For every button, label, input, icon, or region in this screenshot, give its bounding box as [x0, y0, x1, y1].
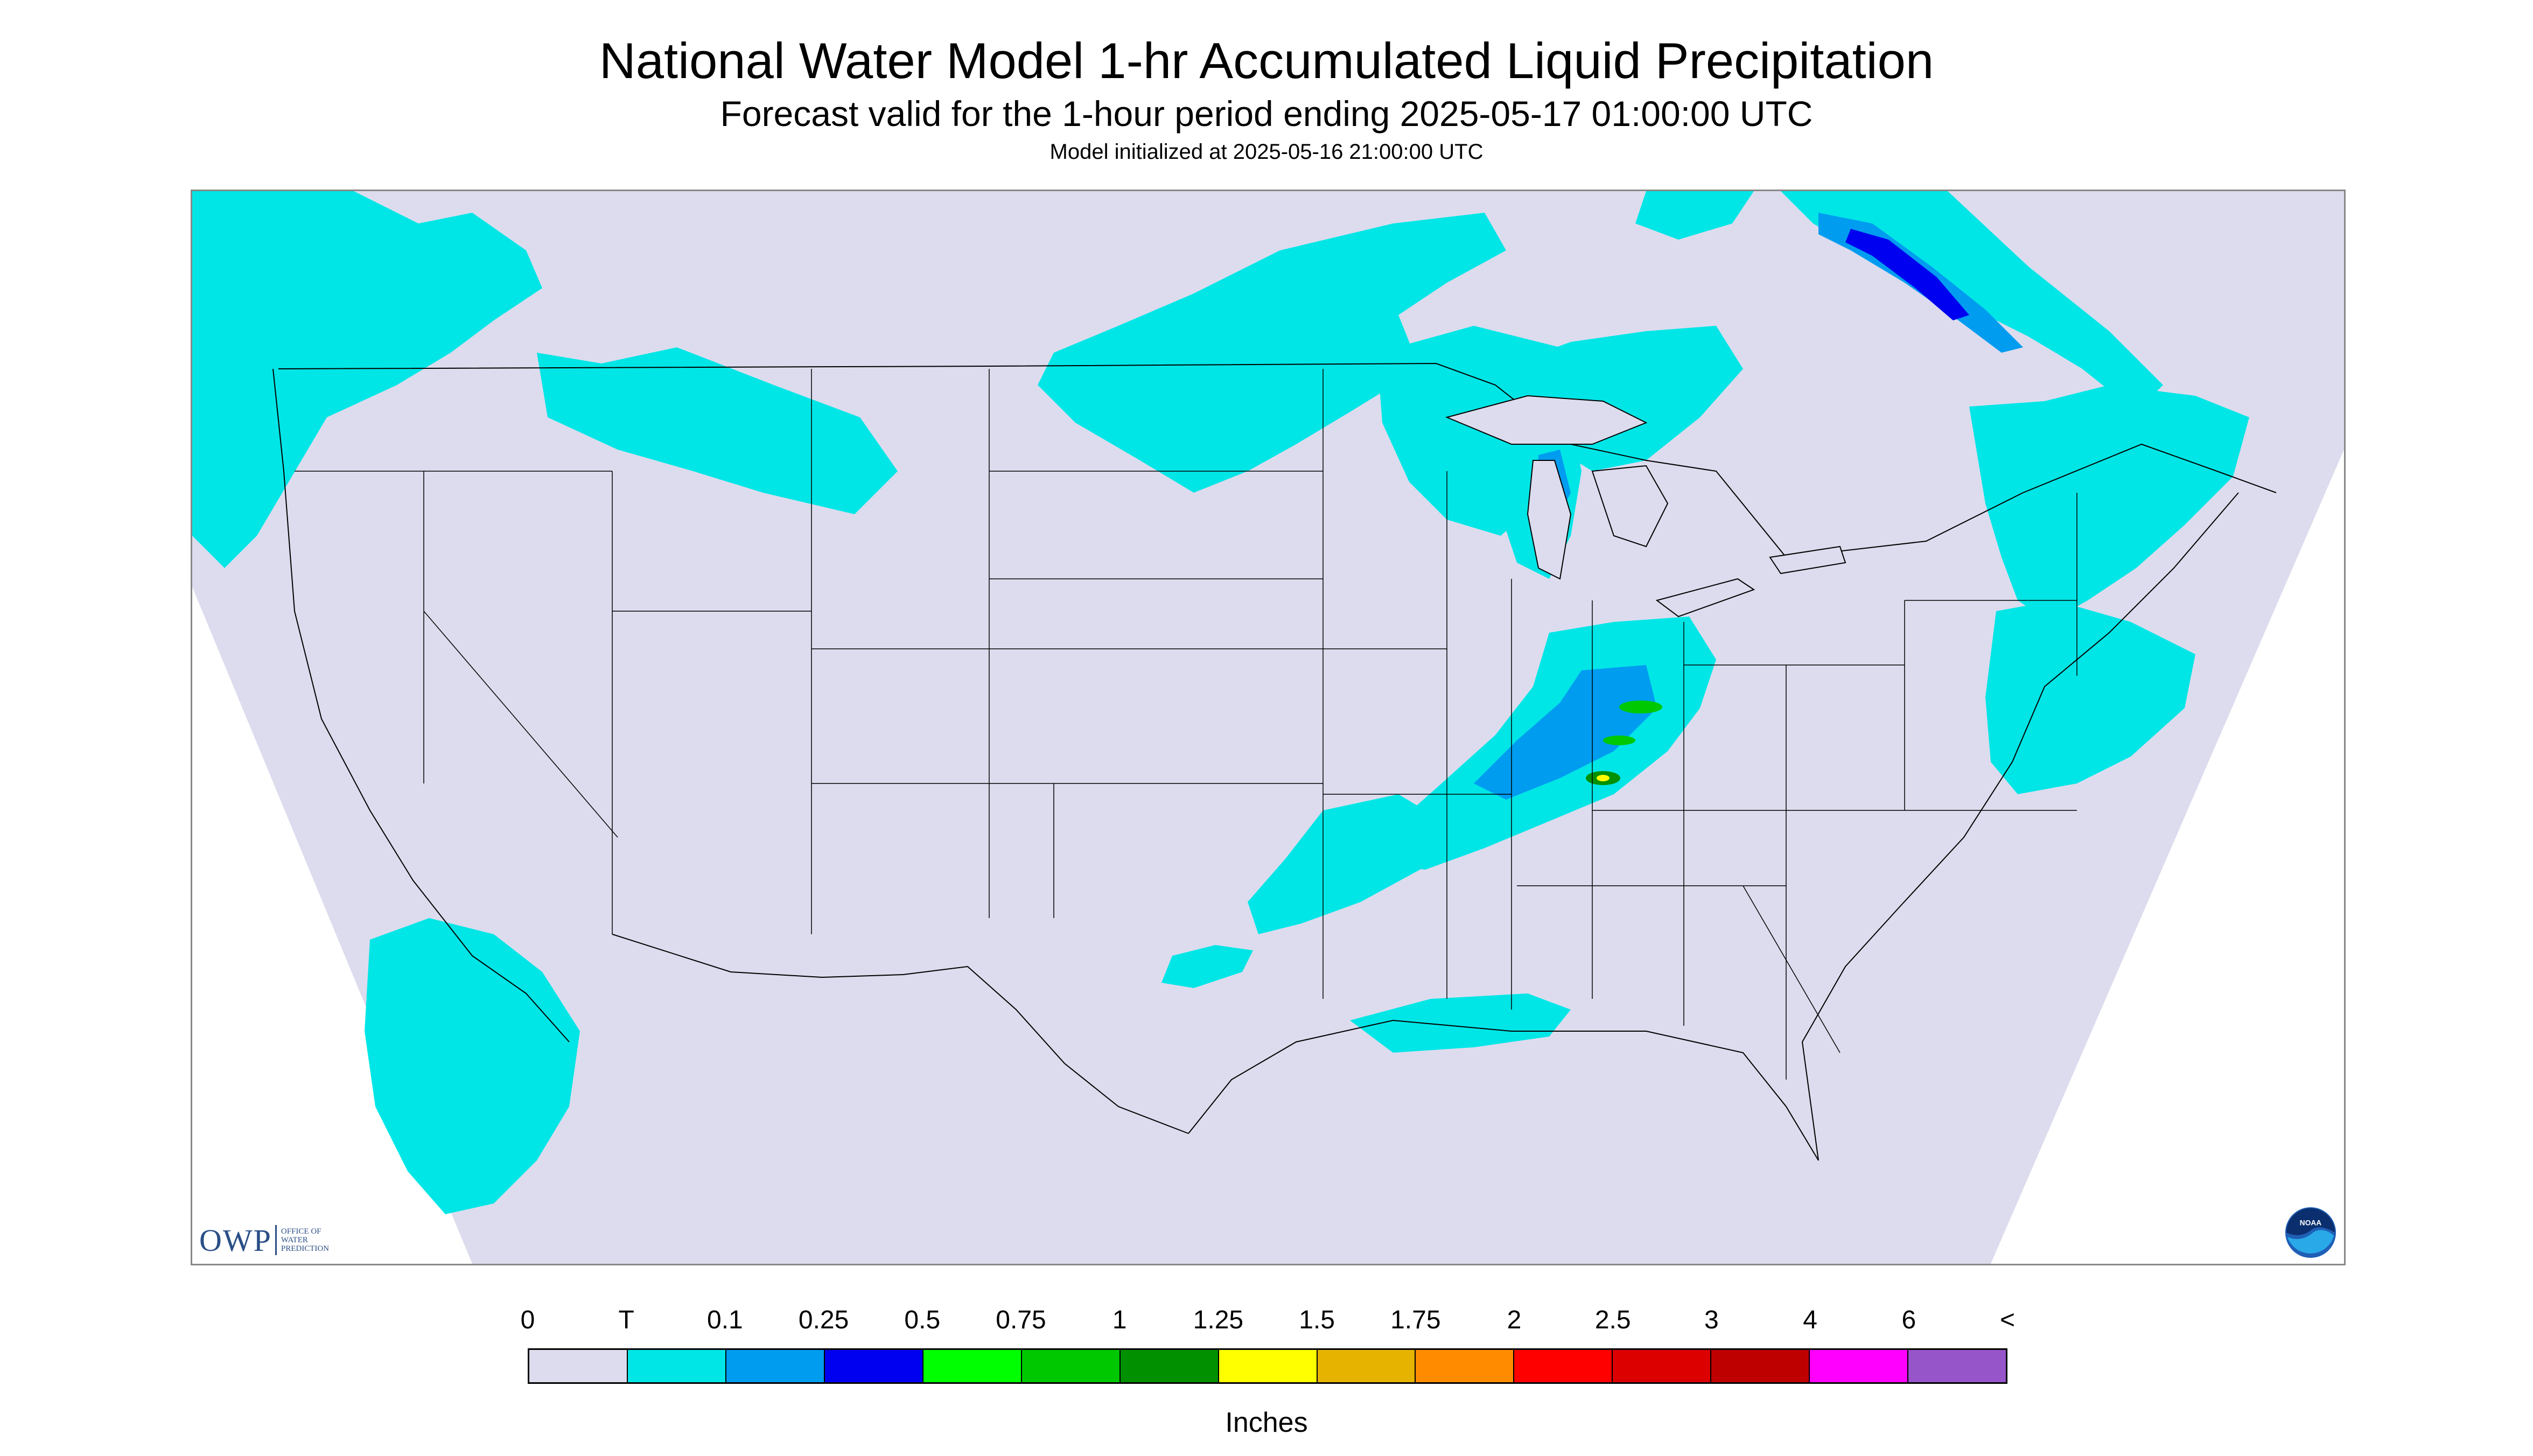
model-init-time: Model initialized at 2025-05-16 21:00:00… [1049, 140, 1484, 164]
map-title: National Water Model 1-hr Accumulated Li… [599, 32, 1934, 89]
legend-swatch [726, 1350, 825, 1382]
precip-area-montana [537, 347, 898, 514]
noaa-logo-text: NOAA [2300, 1219, 2321, 1227]
political-boundaries [272, 362, 2277, 1161]
precip-core-ohio-valley [1474, 665, 1657, 800]
precip-area-arkansas [1248, 794, 1452, 934]
state-lines [295, 369, 2077, 1080]
lake-superior [1445, 395, 1648, 445]
legend-swatch [1514, 1350, 1613, 1382]
lake-michigan [1527, 460, 1572, 580]
legend-swatch [824, 1350, 923, 1382]
precip-area-texas-band [1161, 945, 1253, 988]
legend-label: 1.75 [1390, 1306, 1441, 1334]
owp-logo-text: OFFICE OF WATER PREDICTION [281, 1227, 329, 1253]
precip-cell-ohio [1603, 736, 1635, 745]
legend-label: 1.25 [1193, 1306, 1244, 1334]
legend-label: 0.75 [996, 1306, 1046, 1334]
legend-label: < [1999, 1306, 2016, 1334]
great-lakes [1445, 395, 1846, 618]
legend-label: 2.5 [1594, 1306, 1631, 1334]
lake-huron [1591, 465, 1669, 548]
precip-band-quebec [1845, 229, 1969, 320]
owp-logo-line: OFFICE OF [281, 1227, 321, 1236]
legend-swatch [1317, 1350, 1416, 1382]
legend-label: 1 [1112, 1306, 1127, 1334]
owp-logo: OWP OFFICE OF WATER PREDICTION [199, 1221, 329, 1259]
precip-area-north-dakota [1038, 213, 1506, 493]
legend-swatch [1613, 1350, 1712, 1382]
precip-area-pacific-northwest [192, 191, 542, 568]
precip-area-new-england [1969, 385, 2249, 622]
legend-label: 1.5 [1299, 1306, 1335, 1334]
legend-swatch [923, 1350, 1022, 1382]
precip-legend-colorbar [528, 1348, 2007, 1384]
legend-labels: 0 T 0.1 0.25 0.5 0.75 1 1.25 1.5 1.75 2 2.5 3 4 6 < [0, 1305, 2533, 1338]
precip-area-offshore-california [365, 918, 580, 1214]
owp-logo-line: PREDICTION [281, 1244, 330, 1253]
lake-ontario [1769, 545, 1846, 575]
legend-swatch [1711, 1350, 1810, 1382]
precip-heavy [1586, 701, 1662, 785]
legend-swatch [1120, 1350, 1219, 1382]
legend-label: 6 [1901, 1306, 1916, 1334]
legend-swatch [627, 1350, 726, 1382]
legend-swatch [1021, 1350, 1121, 1382]
canada-us-border [278, 362, 2277, 558]
legend-swatch [1810, 1350, 1909, 1382]
legend-units: Inches [1225, 1407, 1308, 1438]
owp-logo-line: WATER [281, 1236, 308, 1244]
precipitation-map [191, 190, 2346, 1265]
legend-swatch [1908, 1350, 2006, 1382]
legend-swatch [529, 1350, 628, 1382]
map-canvas [192, 191, 2344, 1264]
legend-label: 2 [1507, 1306, 1522, 1334]
legend-label: 4 [1803, 1306, 1817, 1334]
legend-swatch [1219, 1350, 1318, 1382]
legend-swatch [1416, 1350, 1515, 1382]
lake-erie [1655, 578, 1755, 618]
west-coastline [272, 368, 570, 1042]
precip-cell-kentucky-core [1597, 775, 1610, 781]
precip-area-gulf-coast [1350, 993, 1571, 1053]
us-mexico-border [612, 934, 1189, 1134]
legend-label: 0 [520, 1306, 535, 1334]
noaa-logo-icon: NOAA [2285, 1207, 2336, 1258]
legend-label: 3 [1704, 1306, 1719, 1334]
map-subtitle: Forecast valid for the 1-hour period end… [720, 94, 1813, 134]
precip-cell-indiana [1619, 701, 1662, 713]
legend-label: 0.25 [798, 1306, 849, 1334]
precip-area-ontario-north [1635, 191, 1754, 240]
legend-label: 0.5 [904, 1306, 941, 1334]
legend-label: 0.1 [707, 1306, 743, 1334]
gulf-east-coastline [1188, 492, 2239, 1161]
owp-logo-mark: OWP [199, 1222, 272, 1258]
precip-moderate [1845, 229, 1969, 320]
owp-logo-divider [275, 1225, 277, 1255]
legend-label: T [618, 1306, 634, 1334]
precip-area-mid-atlantic [1985, 600, 2195, 794]
